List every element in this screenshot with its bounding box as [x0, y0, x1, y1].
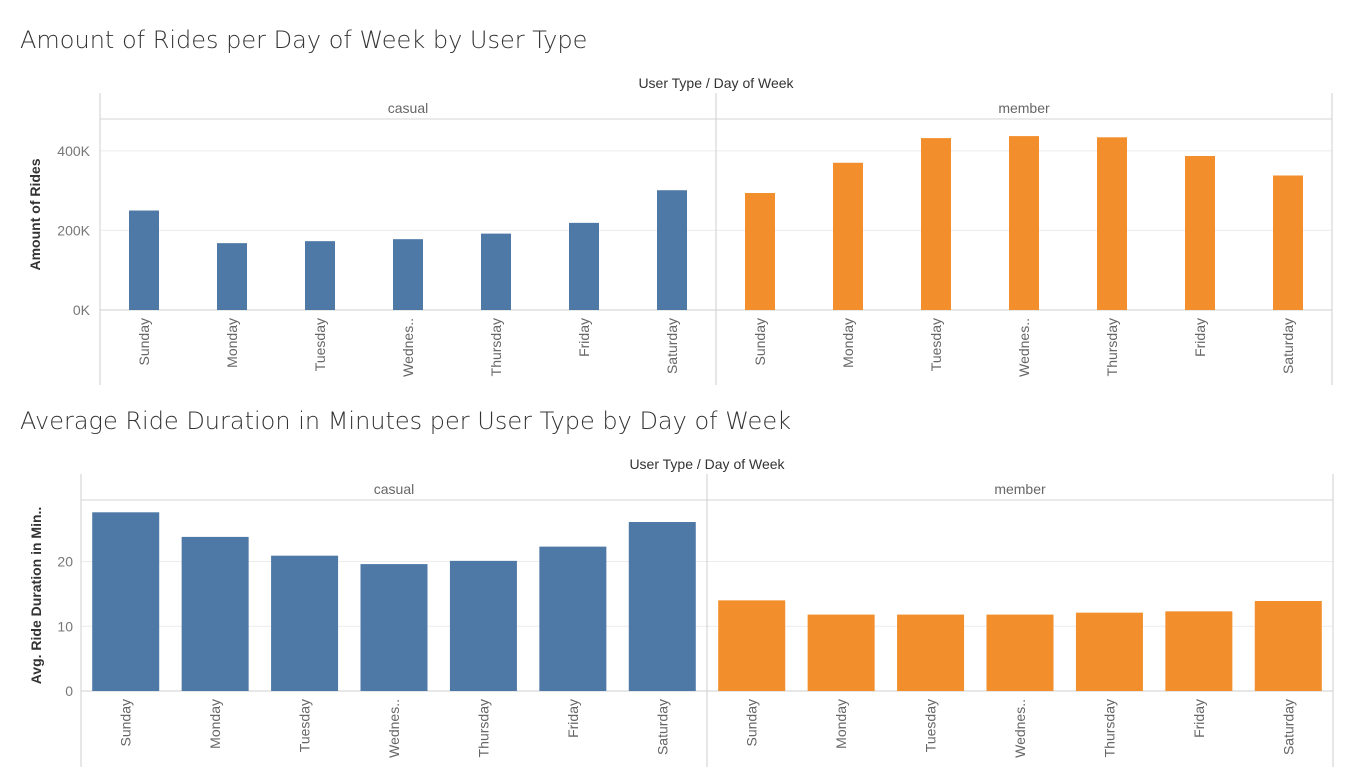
chart2-bar-member-2	[897, 614, 965, 691]
chart2-bar-casual-1	[181, 536, 249, 691]
chart2-bar-casual-2	[271, 555, 339, 691]
chart2-header-label: User Type / Day of Week	[629, 456, 785, 472]
chart2-y-tick-label: 20	[57, 554, 73, 570]
chart2-x-tick-label: Thursday	[475, 699, 491, 757]
chart2-x-tick-label: Sunday	[744, 699, 760, 746]
chart2-x-tick-label: Wednes..	[1012, 699, 1028, 758]
chart1-bar-casual-5	[569, 222, 599, 310]
chart1-bar-casual-0	[129, 210, 159, 310]
chart2-bar-member-4	[1075, 612, 1143, 691]
chart2-y-tick-label: 10	[57, 618, 73, 634]
chart1-x-tick-label: Friday	[576, 318, 592, 357]
chart1-bar-casual-2	[305, 241, 335, 310]
chart-title-duration: Average Ride Duration in Minutes per Use…	[20, 407, 791, 435]
chart2-panel-label-casual: casual	[374, 481, 414, 497]
chart1-x-tick-label: Tuesday	[312, 318, 328, 371]
chart1-x-tick-label: Monday	[224, 318, 240, 368]
chart1-y-tick-label: 0K	[73, 302, 91, 318]
chart2-x-tick-label: Saturday	[1280, 699, 1296, 755]
chart1-y-tick-label: 200K	[57, 222, 90, 238]
chart1-bar-casual-1	[217, 243, 247, 310]
chart1-bar-member-6	[1273, 175, 1303, 310]
chart2-x-tick-label: Saturday	[654, 699, 670, 755]
chart1-bar-member-0	[745, 193, 775, 310]
chart2-x-tick-label: Wednes..	[386, 699, 402, 758]
chart1-panel-label-casual: casual	[388, 100, 428, 116]
chart2-x-tick-label: Thursday	[1101, 699, 1117, 757]
chart1-x-tick-label: Sunday	[136, 318, 152, 365]
chart1-bar-member-5	[1185, 156, 1215, 310]
chart-title-rides: Amount of Rides per Day of Week by User …	[20, 26, 588, 54]
chart2-bar-casual-6	[628, 522, 696, 691]
chart1-x-tick-label: Sunday	[752, 318, 768, 365]
chart2-x-tick-label: Monday	[207, 699, 223, 749]
chart1-bar-casual-3	[393, 239, 423, 310]
chart1-x-tick-label: Friday	[1192, 318, 1208, 357]
chart2-bar-member-3	[986, 614, 1054, 691]
chart1-bar-casual-4	[481, 233, 511, 310]
chart1-x-tick-label: Thursday	[1104, 318, 1120, 376]
chart2-bar-member-1	[807, 614, 875, 691]
chart1-bar-member-2	[921, 138, 951, 310]
chart2-y-axis-title: Avg. Ride Duration in Min..	[28, 507, 44, 685]
chart1-bar-member-3	[1009, 136, 1039, 310]
chart1-bar-member-1	[833, 162, 863, 310]
chart1-x-tick-label: Wednes..	[1016, 318, 1032, 377]
chart1-y-axis-title: Amount of Rides	[27, 158, 43, 270]
chart2-bar-casual-3	[360, 564, 428, 691]
chart1-x-tick-label: Thursday	[488, 318, 504, 376]
chart2-bar-member-5	[1165, 611, 1233, 691]
chart2-x-tick-label: Friday	[565, 699, 581, 738]
chart2-x-tick-label: Monday	[833, 699, 849, 749]
chart1-x-tick-label: Monday	[840, 318, 856, 368]
chart1-panel-label-member: member	[998, 100, 1050, 116]
chart1-y-tick-label: 400K	[57, 143, 90, 159]
chart1-header-label: User Type / Day of Week	[638, 75, 794, 91]
chart2-x-tick-label: Sunday	[118, 699, 134, 746]
chart2-x-tick-label: Tuesday	[923, 699, 939, 752]
chart2-x-tick-label: Tuesday	[297, 699, 313, 752]
chart2-bar-member-6	[1254, 601, 1322, 691]
chart1-bar-casual-6	[657, 190, 687, 310]
chart1-bar-member-4	[1097, 137, 1127, 310]
chart2-panel-label-member: member	[994, 481, 1046, 497]
chart2-x-tick-label: Friday	[1191, 699, 1207, 738]
chart2-y-tick-label: 0	[65, 683, 73, 699]
chart2-bar-casual-0	[92, 512, 160, 691]
chart2-bar-casual-4	[449, 560, 517, 691]
chart1-x-tick-label: Saturday	[1280, 318, 1296, 374]
chart1-x-tick-label: Wednes..	[400, 318, 416, 377]
chart2-bar-casual-5	[539, 546, 607, 691]
chart1-x-tick-label: Tuesday	[928, 318, 944, 371]
chart2-bar-member-0	[718, 600, 786, 691]
chart1-x-tick-label: Saturday	[664, 318, 680, 374]
